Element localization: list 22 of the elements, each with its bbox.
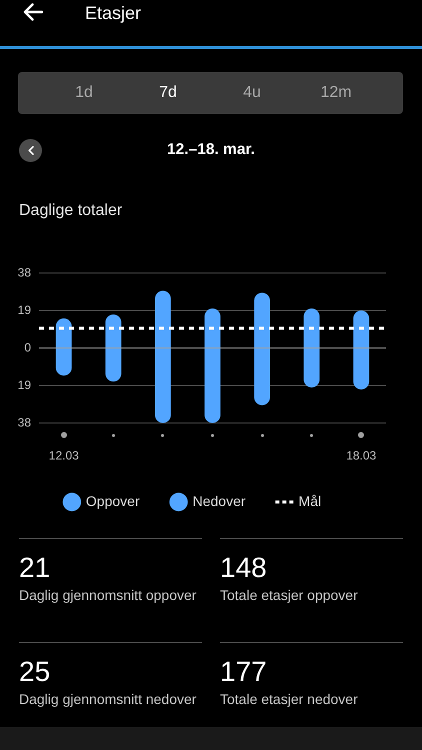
text: 21 <box>19 552 50 583</box>
chart-subtitle: 12.–18. mar. <box>167 141 255 158</box>
y-tick-label: 19 <box>18 302 32 317</box>
y-tick-label: 0 <box>24 340 32 354</box>
text: 25 <box>19 656 50 687</box>
text: Totale etasjer oppover <box>220 587 358 603</box>
y-tick-label: 38 <box>18 415 32 430</box>
legend-label: Mål <box>298 492 322 509</box>
x-tick-label: 12.03 <box>48 448 80 463</box>
text: Etasjer <box>85 3 142 23</box>
x-tick-label: 18.03 <box>346 448 377 463</box>
text: Totale etasjer nedover <box>220 691 358 707</box>
legend-label: Oppover <box>86 492 140 509</box>
y-tick-label: 19 <box>18 378 32 392</box>
legend-label: Nedover <box>192 492 246 509</box>
text: Daglig gjennomsnitt nedover <box>19 691 196 707</box>
text: 148 <box>220 552 267 583</box>
text: Daglig gjennomsnitt oppover <box>19 587 196 603</box>
segmented-control: 1d 7d 4u 12m <box>18 72 403 114</box>
chart-title: Daglige totaler <box>19 202 122 219</box>
text: 177 <box>220 656 267 687</box>
y-tick-label: 38 <box>18 265 32 280</box>
